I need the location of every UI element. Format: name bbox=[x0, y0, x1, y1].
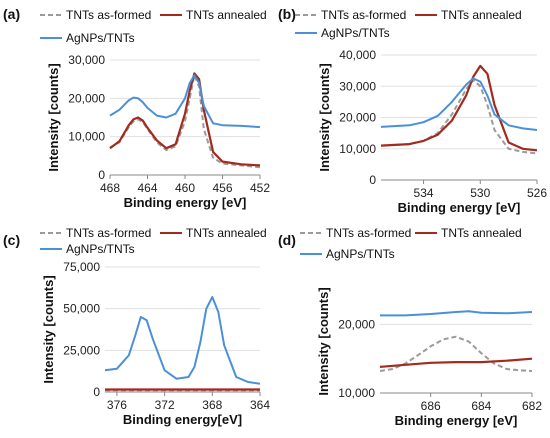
series-line bbox=[380, 79, 538, 155]
y-axis-title: Intensity [counts] bbox=[316, 287, 331, 395]
series-line bbox=[380, 77, 538, 131]
legend-label: AgNPs/TNTs bbox=[66, 31, 135, 45]
y-tick-label: 30,000 bbox=[68, 53, 105, 67]
x-tick-label: 534 bbox=[414, 186, 434, 200]
legend-entry: AgNPs/TNTs bbox=[40, 31, 135, 45]
legend-label: TNTs annealed bbox=[441, 8, 522, 22]
series-line bbox=[380, 310, 533, 317]
series-line bbox=[104, 296, 261, 385]
panel-label: (b) bbox=[278, 6, 296, 22]
panel-a: (a) 0 10,000 20,000 30,000 468 464 460 456 452Bin… bbox=[3, 6, 270, 210]
y-tick-label: 75,000 bbox=[63, 260, 100, 274]
y-tick-label: 10,000 bbox=[339, 142, 376, 156]
x-tick-label: 468 bbox=[100, 181, 120, 195]
legend-label: TNTs annealed bbox=[186, 8, 267, 22]
y-tick-label: 0 bbox=[369, 173, 376, 187]
legend-label: AgNPs/TNTs bbox=[326, 247, 395, 261]
y-tick-label: 20,000 bbox=[339, 111, 376, 125]
y-axis-title: Intensity [counts] bbox=[41, 275, 56, 383]
y-tick-label: 20,000 bbox=[338, 317, 375, 331]
y-tick-label: 0 bbox=[98, 168, 105, 182]
y-tick-label: 0 bbox=[93, 385, 100, 399]
series-line bbox=[379, 335, 533, 372]
legend-entry: TNTs as-formed bbox=[300, 226, 411, 240]
y-tick-label: 20,000 bbox=[68, 91, 105, 105]
x-tick-label: 686 bbox=[421, 399, 441, 413]
legend-entry: TNTs annealed bbox=[160, 8, 267, 22]
series-line bbox=[109, 72, 261, 167]
x-tick-label: 368 bbox=[202, 398, 222, 412]
y-axis-title: Intensity [counts] bbox=[46, 63, 61, 171]
x-tick-label: 526 bbox=[527, 186, 547, 200]
legend-entry: TNTs annealed bbox=[160, 226, 267, 240]
series-line bbox=[379, 357, 533, 368]
panel-d: (d) 10,000 20,000 686 684 682 Binding energy [… bbox=[278, 226, 542, 428]
panel-label: (a) bbox=[3, 6, 20, 22]
legend-entry: TNTs annealed bbox=[415, 226, 522, 240]
legend-label: TNTs as-formed bbox=[326, 226, 411, 240]
legend-label: AgNPs/TNTs bbox=[66, 242, 135, 256]
series-line bbox=[109, 74, 261, 129]
x-tick-label: 372 bbox=[155, 398, 175, 412]
x-tick-label: 460 bbox=[175, 181, 195, 195]
x-tick-label: 376 bbox=[107, 398, 127, 412]
legend-label: TNTs annealed bbox=[441, 226, 522, 240]
legend-entry: AgNPs/TNTs bbox=[40, 242, 135, 256]
y-tick-label: 50,000 bbox=[63, 302, 100, 316]
legend-entry: TNTs as-formed bbox=[40, 226, 151, 240]
legend-entry: TNTs annealed bbox=[415, 8, 522, 22]
legend-label: AgNPs/TNTs bbox=[321, 26, 390, 40]
y-tick-label: 25,000 bbox=[63, 343, 100, 357]
panel-label: (d) bbox=[278, 232, 296, 248]
y-tick-label: 30,000 bbox=[339, 79, 376, 93]
x-tick-label: 456 bbox=[212, 181, 232, 195]
series-line bbox=[109, 74, 261, 169]
x-tick-label: 452 bbox=[250, 181, 270, 195]
x-tick-label: 464 bbox=[137, 181, 157, 195]
x-tick-label: 684 bbox=[471, 399, 491, 413]
panel-label: (c) bbox=[3, 232, 20, 248]
x-axis-title: Binding energy [eV] bbox=[124, 195, 247, 210]
x-tick-label: 682 bbox=[522, 399, 542, 413]
legend-entry: TNTs as-formed bbox=[40, 8, 151, 22]
legend-entry: TNTs as-formed bbox=[295, 8, 406, 22]
y-tick-label: 10,000 bbox=[338, 386, 375, 400]
y-tick-label: 40,000 bbox=[339, 48, 376, 62]
y-axis-title: Intensity [counts] bbox=[317, 63, 332, 171]
legend-label: TNTs annealed bbox=[186, 226, 267, 240]
legend-label: TNTs as-formed bbox=[66, 8, 151, 22]
legend-entry: AgNPs/TNTs bbox=[295, 26, 390, 40]
x-axis-title: Binding energy[eV] bbox=[123, 412, 242, 427]
x-axis-title: Binding energy [eV] bbox=[398, 200, 521, 215]
legend-label: TNTs as-formed bbox=[66, 226, 151, 240]
legend-label: TNTs as-formed bbox=[321, 8, 406, 22]
panel-b: (b) 0 10,000 20,000 30,000 40,000 534 530 526 Bin… bbox=[278, 6, 547, 215]
legend-entry: AgNPs/TNTs bbox=[300, 247, 395, 261]
series-line bbox=[380, 64, 538, 152]
x-tick-label: 364 bbox=[250, 398, 270, 412]
y-tick-label: 10,000 bbox=[68, 130, 105, 144]
x-tick-label: 530 bbox=[470, 186, 490, 200]
panel-c: (c) 0 25,000 50,000 75,000 376 372 368 364 Bindin… bbox=[3, 226, 270, 427]
x-axis-title: Binding energy [eV] bbox=[395, 413, 518, 428]
